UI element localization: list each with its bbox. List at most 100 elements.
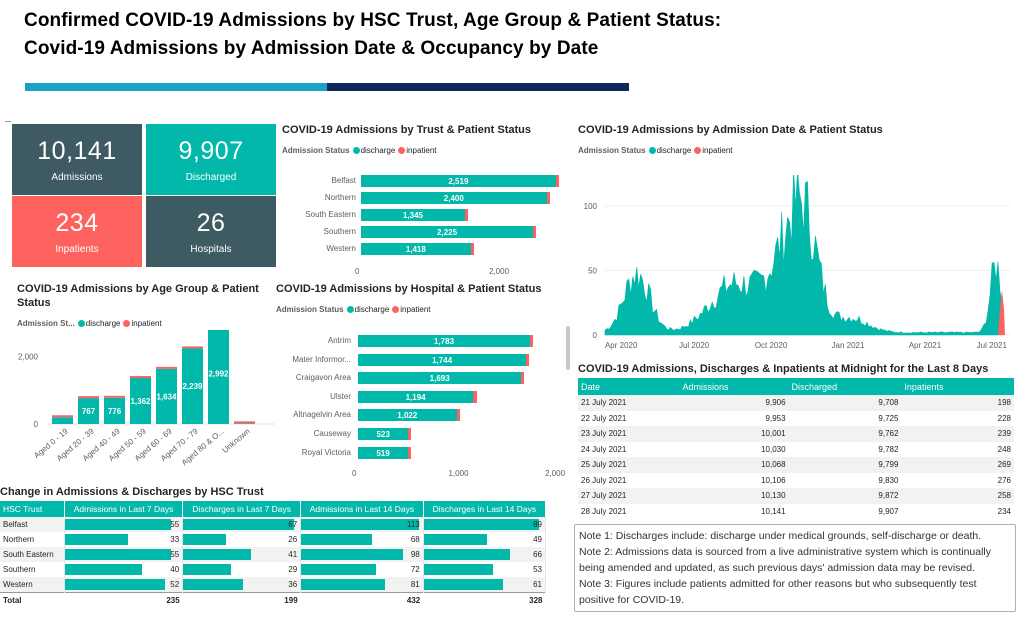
bar-inpatient[interactable] bbox=[526, 353, 530, 366]
bar-inpatient[interactable] bbox=[473, 390, 478, 403]
age-bar-inpatient[interactable] bbox=[156, 366, 177, 369]
bar-discharge[interactable] bbox=[361, 243, 471, 255]
table-cell: 23 July 2021 bbox=[581, 429, 627, 439]
table-cell: Belfast bbox=[0, 517, 65, 532]
table-cell: 72 bbox=[300, 562, 424, 577]
table-cell: 10,141 bbox=[761, 506, 786, 516]
age-bar[interactable] bbox=[52, 417, 73, 424]
table-header-cell[interactable]: Date bbox=[581, 381, 601, 392]
bar-inpatient[interactable] bbox=[465, 209, 468, 221]
bar-inpatient[interactable] bbox=[546, 192, 550, 204]
discharge-dot-icon bbox=[77, 320, 85, 327]
bar-discharge[interactable] bbox=[361, 192, 547, 204]
bar-discharge[interactable] bbox=[358, 390, 474, 403]
age-bar[interactable] bbox=[208, 330, 229, 424]
table-header-cell[interactable]: Admissions bbox=[682, 381, 729, 392]
x-tick-label: Jul 2021 bbox=[977, 341, 1008, 350]
cell-value: 26 bbox=[288, 535, 298, 544]
data-bar bbox=[423, 564, 493, 575]
table-cell: 22 July 2021 bbox=[581, 413, 627, 423]
table-total-cell: Total bbox=[3, 596, 22, 605]
table-header-cell[interactable]: Discharges in Last 7 Days bbox=[182, 501, 302, 517]
age-bar-inpatient[interactable] bbox=[182, 346, 203, 349]
date-chart-legend[interactable]: Admission Status discharge inpatient bbox=[578, 146, 733, 155]
bar-data-label: 2,400 bbox=[443, 194, 464, 203]
bar-discharge[interactable] bbox=[358, 335, 531, 347]
bar-discharge[interactable] bbox=[358, 428, 409, 440]
table-cell: 55 bbox=[64, 517, 184, 532]
table-row: Northern 33 26 68 49 bbox=[0, 532, 547, 547]
y-tick-label: 100 bbox=[584, 202, 598, 211]
age-bar-inpatient[interactable] bbox=[78, 396, 99, 399]
bar-category-label: Belfast bbox=[331, 176, 356, 185]
page-subtitle: Covid-19 Admissions by Admission Date & … bbox=[24, 38, 599, 59]
hospital-chart-legend[interactable]: Admission Status discharge inpatient bbox=[276, 305, 431, 314]
data-bar bbox=[183, 549, 251, 560]
bar-data-label: 2,519 bbox=[448, 177, 469, 186]
table-cell: 9,907 bbox=[878, 506, 899, 516]
midnight-table: Date Admissions Discharged Inpatients 21 Jul… bbox=[578, 378, 1014, 519]
kpi-admissions[interactable]: 10,141 Admissions bbox=[12, 124, 142, 195]
age-bar-inpatient[interactable] bbox=[104, 395, 125, 398]
age-bar-inpatient[interactable] bbox=[234, 421, 255, 424]
axis-tick-label: 0 bbox=[352, 469, 357, 478]
scrollbar[interactable] bbox=[566, 326, 570, 370]
table-row: Southern 40 29 72 53 bbox=[0, 562, 547, 577]
bar-discharge[interactable] bbox=[358, 353, 527, 366]
bar-discharge[interactable] bbox=[358, 446, 409, 459]
bar-data-label: 2,225 bbox=[437, 228, 458, 237]
age-bar-inpatient[interactable] bbox=[52, 415, 73, 418]
trust-chart-legend[interactable]: Admission Status discharge inpatient bbox=[282, 146, 437, 155]
legend-title: Admission Status bbox=[578, 146, 646, 155]
bar-inpatient[interactable] bbox=[530, 335, 534, 347]
bar-inpatient[interactable] bbox=[555, 175, 559, 187]
admissions-area-discharge[interactable] bbox=[604, 175, 1003, 336]
bar-inpatient[interactable] bbox=[408, 446, 412, 459]
age-bar[interactable] bbox=[130, 378, 151, 424]
kpi-discharged[interactable]: 9,907 Discharged bbox=[146, 124, 276, 195]
admissions-area-inpatient[interactable] bbox=[998, 289, 1005, 335]
note2-label: Note 2: bbox=[579, 546, 613, 558]
bar-inpatient[interactable] bbox=[521, 372, 525, 385]
age-bar[interactable] bbox=[182, 348, 203, 424]
table-header-cell[interactable]: Admissions in Last 7 Days bbox=[64, 501, 184, 517]
kpi-admissions-label: Admissions bbox=[51, 172, 103, 183]
table-cell: 27 July 2021 bbox=[581, 491, 627, 501]
table-cell: 98 bbox=[300, 547, 424, 562]
age-bar-inpatient[interactable] bbox=[130, 376, 151, 379]
y-tick-label: 0 bbox=[593, 331, 598, 340]
table-header-cell[interactable]: Inpatients bbox=[904, 381, 944, 392]
bar-discharge[interactable] bbox=[361, 175, 556, 187]
table-cell: 55 bbox=[64, 547, 184, 562]
data-bar bbox=[301, 534, 372, 545]
cell-value: 29 bbox=[288, 565, 298, 574]
bar-inpatient[interactable] bbox=[456, 409, 460, 422]
bar-inpatient[interactable] bbox=[408, 428, 412, 440]
table-header-cell[interactable]: HSC Trust bbox=[0, 501, 65, 517]
bar-discharge[interactable] bbox=[358, 372, 522, 385]
bar-discharge[interactable] bbox=[361, 209, 465, 221]
table-cell: 239 bbox=[997, 429, 1011, 439]
table-cell: 9,762 bbox=[878, 429, 899, 439]
bar-discharge[interactable] bbox=[358, 409, 457, 422]
table-header-cell[interactable]: Discharged bbox=[791, 381, 838, 392]
table-header-cell[interactable]: Admissions in Last 14 Days bbox=[300, 501, 424, 517]
data-bar bbox=[64, 579, 166, 590]
bar-data-label: 1,345 bbox=[402, 211, 424, 220]
bar-data-label: 519 bbox=[376, 448, 390, 458]
age-bar[interactable] bbox=[78, 398, 99, 424]
kpi-inpatients[interactable]: 234 Inpatients bbox=[12, 196, 142, 267]
table-header-cell[interactable]: Discharges in Last 14 Days bbox=[423, 501, 547, 517]
bar-inpatient[interactable] bbox=[533, 226, 537, 238]
age-bar[interactable] bbox=[234, 423, 255, 424]
date-chart[interactable]: 0 50 100 Apr 2020 Jul 2020 Oct 2020 Jan 2021 Ap… bbox=[575, 175, 1020, 355]
bar-inpatient[interactable] bbox=[470, 243, 474, 255]
kpi-hospitals[interactable]: 26 Hospitals bbox=[146, 196, 276, 267]
age-chart-legend[interactable]: Admission St... discharge inpatient bbox=[17, 319, 162, 328]
age-bar[interactable] bbox=[156, 368, 177, 424]
header-accent-navy bbox=[327, 83, 629, 91]
age-bar[interactable] bbox=[104, 397, 125, 424]
bar-discharge[interactable] bbox=[361, 226, 534, 238]
axis-tick-label: 2,000 bbox=[489, 267, 510, 276]
